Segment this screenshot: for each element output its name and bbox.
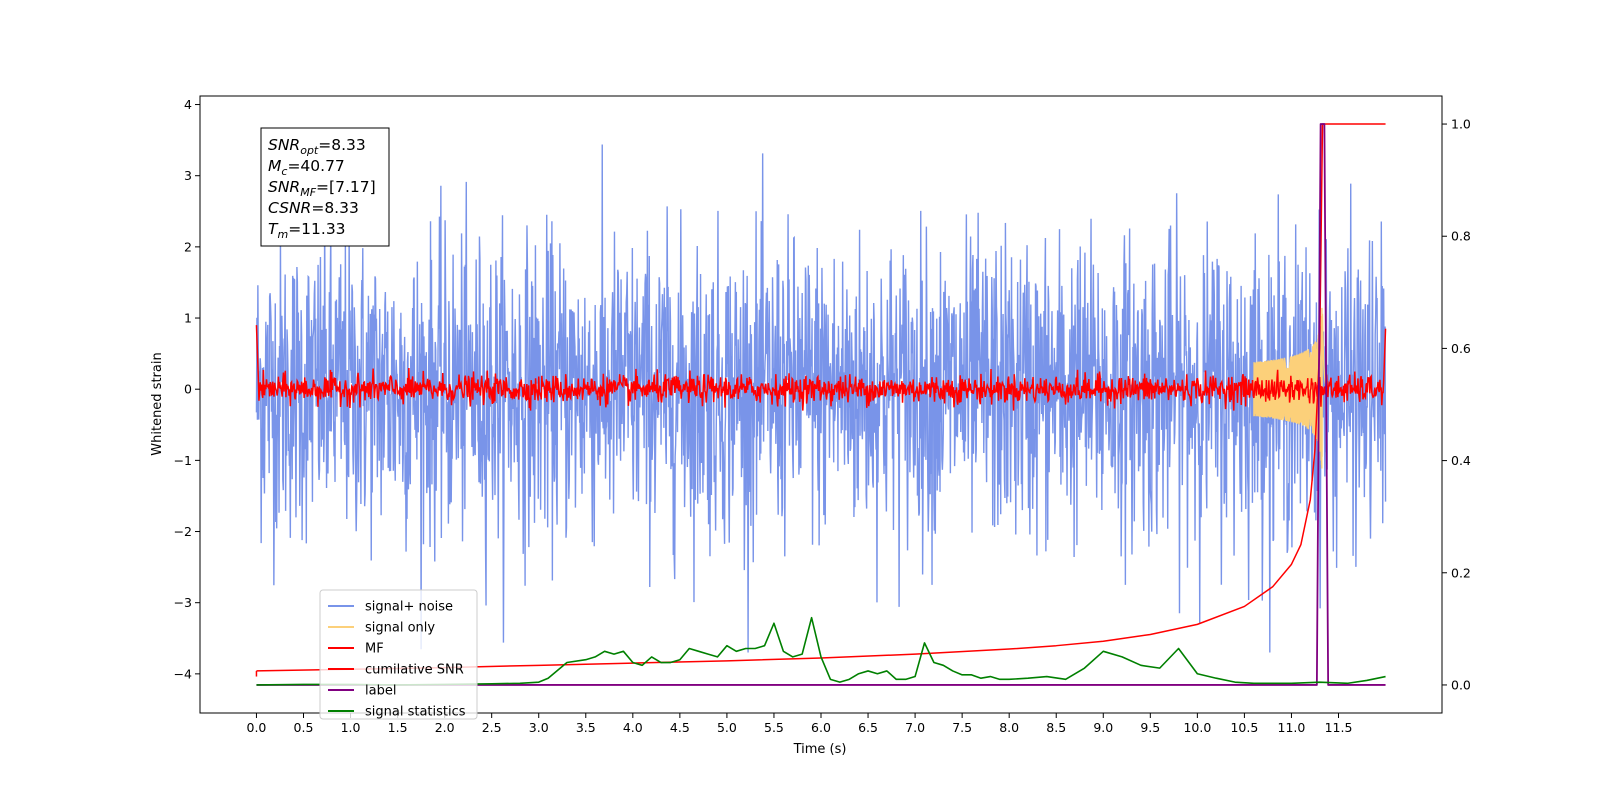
x-tick-label: 10.5 xyxy=(1230,720,1258,735)
label-line xyxy=(256,123,1386,686)
y-left-tick-label: −2 xyxy=(174,524,192,539)
x-tick-label: 7.5 xyxy=(952,720,972,735)
x-tick-label: 0.5 xyxy=(294,720,314,735)
y-left-tick-label: −4 xyxy=(174,666,192,681)
plot-area xyxy=(255,123,1387,686)
x-axis-ticks: 0.0 0.5 1.0 1.5 2.0 2.5 3.0 3.5 4.0 4.5 5.0 5.5 6.0 6… xyxy=(247,713,1353,735)
x-tick-label: 6.0 xyxy=(811,720,831,735)
info-line-mc: Mc=40.77 xyxy=(268,157,345,178)
x-tick-label: 11.5 xyxy=(1325,720,1353,735)
x-tick-label: 6.5 xyxy=(858,720,878,735)
y-right-tick-label: 0.6 xyxy=(1451,341,1471,356)
y-left-tick-label: −3 xyxy=(174,595,192,610)
y-right-tick-label: 1.0 xyxy=(1451,117,1471,132)
info-box: SNRopt=8.33Mc=40.77SNRMF=[7.17]CSNR=8.33… xyxy=(260,127,390,247)
x-tick-label: 3.5 xyxy=(576,720,596,735)
info-line-tm: Tm=11.33 xyxy=(268,220,346,241)
x-tick-label: 5.0 xyxy=(717,720,737,735)
y-axis-label: Whitened strain xyxy=(150,352,165,455)
x-tick-label: 4.0 xyxy=(623,720,643,735)
legend-frame xyxy=(319,589,478,720)
mf-line xyxy=(255,325,1387,411)
y-right-tick-label: 0.8 xyxy=(1451,229,1471,244)
cumulative-snr-line xyxy=(256,123,1386,672)
y-left-tick-label: 1 xyxy=(184,311,192,326)
series-signal-statistics xyxy=(256,616,1386,686)
info-line-snropt: SNRopt=8.33 xyxy=(268,136,366,157)
info-line-snrmf: SNRMF=[7.17] xyxy=(268,178,376,199)
series-cumulative-snr xyxy=(255,123,1386,677)
series-signal-plus-noise xyxy=(255,144,1387,653)
legend: signal+ noise signal only MF cumilative SNR… xyxy=(319,589,478,720)
y-left-tick-label: 3 xyxy=(184,168,192,183)
y-right-tick-label: 0.4 xyxy=(1451,453,1471,468)
series-signal-only xyxy=(1253,307,1327,469)
x-tick-label: 8.0 xyxy=(999,720,1019,735)
legend-label-cumilative-snr: cumilative SNR xyxy=(365,663,464,678)
info-box-frame xyxy=(260,127,390,247)
y-right-tick-label: 0.0 xyxy=(1451,677,1471,692)
series-mf xyxy=(255,325,1387,411)
x-tick-label: 10.0 xyxy=(1183,720,1211,735)
legend-label-signal-noise: signal+ noise xyxy=(365,600,453,615)
series-label xyxy=(256,123,1386,686)
x-tick-label: 8.5 xyxy=(1046,720,1066,735)
x-tick-label: 5.5 xyxy=(764,720,784,735)
legend-label-mf: MF xyxy=(365,642,384,657)
x-axis-label: Time (s) xyxy=(793,742,847,757)
legend-label-label: label xyxy=(365,684,396,699)
y-left-tick-label: 2 xyxy=(184,239,192,254)
x-tick-label: 2.0 xyxy=(435,720,455,735)
x-tick-label: 1.5 xyxy=(388,720,408,735)
x-tick-label: 2.5 xyxy=(482,720,502,735)
signal-only-line xyxy=(1253,307,1327,469)
info-line-csnr: CSNR=8.33 xyxy=(268,199,359,217)
x-tick-label: 9.5 xyxy=(1140,720,1160,735)
x-tick-label: 4.5 xyxy=(670,720,690,735)
legend-label-signal-statistics: signal statistics xyxy=(365,705,466,720)
signal-plus-noise-line xyxy=(255,144,1387,653)
y-axis-right-ticks: 0.0 0.2 0.4 0.6 0.8 1.0 xyxy=(1442,117,1471,692)
x-tick-label: 0.0 xyxy=(247,720,267,735)
x-tick-label: 7.0 xyxy=(905,720,925,735)
y-axis-left-ticks: −4 −3 −2 −1 0 1 2 3 4 xyxy=(174,97,200,681)
x-tick-label: 11.0 xyxy=(1278,720,1306,735)
x-tick-label: 1.0 xyxy=(341,720,361,735)
y-left-tick-label: 4 xyxy=(184,97,192,112)
y-right-tick-label: 0.2 xyxy=(1451,565,1471,580)
y-left-tick-label: −1 xyxy=(174,453,192,468)
signal-statistics-line xyxy=(256,616,1386,686)
x-tick-label: 9.0 xyxy=(1093,720,1113,735)
x-tick-label: 3.0 xyxy=(529,720,549,735)
legend-label-signal-only: signal only xyxy=(365,621,435,636)
y-left-tick-label: 0 xyxy=(184,382,192,397)
